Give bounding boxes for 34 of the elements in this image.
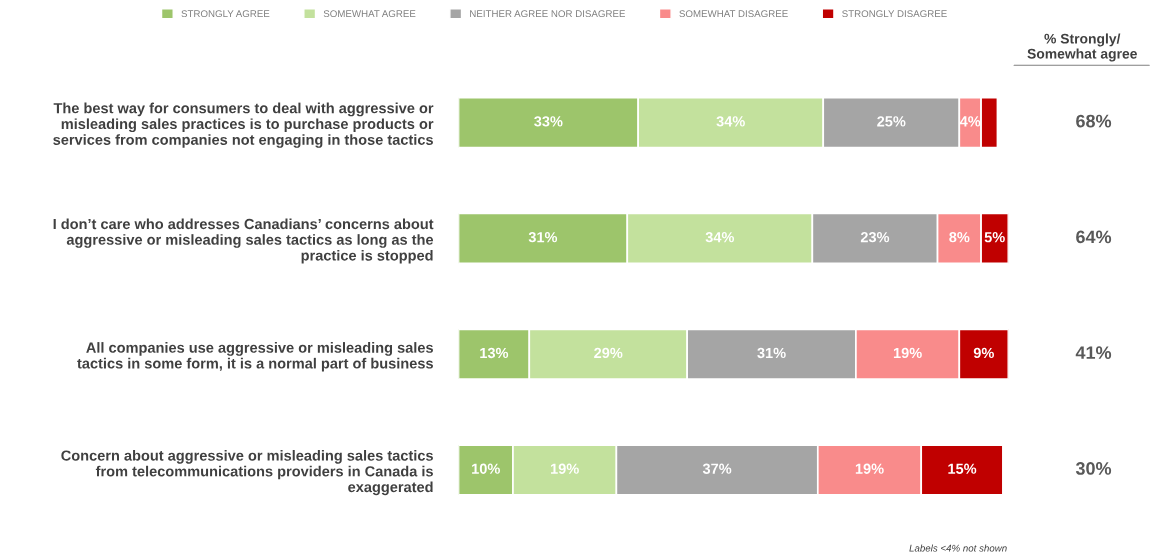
- text: % Strongly/ Somewhat agree: [1027, 33, 1137, 62]
- data-label: 31%: [528, 231, 558, 243]
- data-label: 15%: [948, 463, 977, 474]
- data-label: 5%: [984, 232, 1005, 243]
- text: 64%: [1076, 230, 1112, 244]
- y-tick-label: The best way for consumers to deal with aggressive or misleading sales practices is to purchase products or services from companies not engaging in those tactics: [53, 102, 434, 148]
- data-label: 8%: [949, 231, 970, 243]
- data-label: 37%: [702, 463, 732, 474]
- data-label: 4%: [959, 116, 981, 127]
- data-label: 34%: [705, 231, 735, 243]
- y-tick-label: All companies use aggressive or misleading sales tactics in some form, it is a normal part of business: [77, 342, 433, 372]
- data-label: 9%: [973, 347, 994, 359]
- legend-label: NEITHER AGREE NOR DISAGREE: [470, 10, 626, 18]
- legend-label: STRONGLY DISAGREE: [842, 10, 947, 18]
- legend-label: SOMEWHAT AGREE: [323, 10, 416, 18]
- text: 30%: [1075, 462, 1112, 475]
- data-label: 25%: [877, 116, 906, 127]
- legend-label: SOMEWHAT DISAGREE: [679, 10, 788, 18]
- data-label: 10%: [472, 463, 500, 474]
- y-tick-label: I don’t care who addresses Canadians’ concerns about aggressive or misleading sales tactics as long as the practice is stopped: [53, 218, 434, 264]
- y-tick-label: Concern about aggressive or misleading sales tactics from telecommunications providers in Canada is exaggerated: [61, 450, 433, 496]
- data-label: 34%: [716, 116, 745, 127]
- data-label: 13%: [480, 347, 509, 359]
- text: Labels <4% not shown: [909, 544, 1007, 552]
- legend-label: STRONGLY AGREE: [181, 10, 270, 18]
- data-label: 19%: [893, 347, 922, 359]
- text: 68%: [1076, 114, 1112, 128]
- text: 41%: [1075, 346, 1112, 359]
- data-label: 29%: [594, 347, 623, 359]
- data-label: 19%: [551, 463, 579, 474]
- data-label: 33%: [534, 116, 563, 127]
- data-label: 23%: [860, 231, 890, 243]
- data-label: 31%: [757, 347, 786, 359]
- data-label: 19%: [855, 463, 884, 474]
